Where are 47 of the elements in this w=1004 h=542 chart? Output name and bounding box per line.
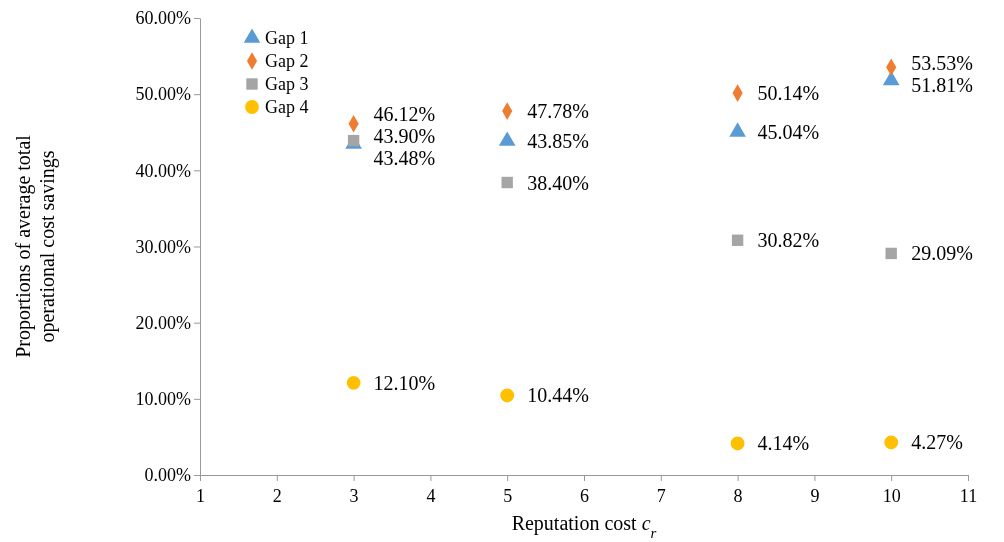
y-tick-label: 40.00%: [135, 160, 191, 181]
data-label: 38.40%: [527, 171, 589, 194]
legend-label: Gap 3: [265, 74, 309, 94]
x-tick-label: 9: [810, 486, 820, 506]
y-axis-title: Proportions of average total operational cost savings: [12, 134, 59, 358]
x-tick-label: 4: [426, 486, 436, 506]
x-tick-label: 3: [349, 486, 359, 506]
y-tick-label: 0.00%: [144, 465, 191, 486]
point: [731, 234, 744, 246]
y-tick-label: 60.00%: [135, 8, 191, 29]
data-label: 30.82%: [757, 229, 820, 252]
point: [730, 436, 745, 451]
data-label: 43.85%: [527, 130, 589, 153]
data-label: 4.14%: [757, 432, 810, 455]
data-label: 4.27%: [911, 431, 963, 454]
x-tick-label: 1: [196, 486, 205, 506]
point: [884, 435, 899, 450]
x-tick-label: 2: [272, 486, 282, 506]
data-label: 43.90%: [373, 125, 436, 148]
legend-label: Gap 4: [265, 97, 309, 117]
data-label: 29.09%: [911, 242, 973, 265]
data-label: 51.81%: [911, 73, 973, 96]
x-tick-label: 11: [959, 486, 978, 506]
point: [346, 375, 361, 390]
y-tick-label: 30.00%: [135, 236, 191, 257]
data-label: 43.48%: [373, 147, 436, 170]
x-tick-label: 8: [733, 486, 743, 506]
data-label: 45.04%: [757, 120, 820, 143]
data-label: 46.12%: [373, 103, 436, 126]
y-tick-label: 50.00%: [135, 84, 191, 105]
legend-label: Gap 1: [265, 28, 309, 48]
x-tick-label: 6: [580, 486, 589, 506]
legend-label: Gap 2: [265, 51, 309, 71]
x-tick-label: 10: [882, 486, 901, 506]
x-axis-title: Reputation cost c$_{r}$: [511, 512, 657, 541]
point: [500, 388, 515, 403]
point: [885, 247, 897, 260]
x-tick-label: 7: [656, 486, 666, 506]
data-label: 50.14%: [757, 82, 820, 105]
y-tick-label: 10.00%: [135, 389, 191, 410]
point: [501, 176, 513, 189]
data-label: 10.44%: [527, 384, 589, 407]
data-label: 47.78%: [527, 100, 589, 123]
x-tick-label: 5: [503, 486, 513, 506]
y-tick-label: 20.00%: [135, 312, 191, 333]
data-label: 53.53%: [911, 51, 973, 74]
data-label: 12.10%: [373, 371, 436, 394]
